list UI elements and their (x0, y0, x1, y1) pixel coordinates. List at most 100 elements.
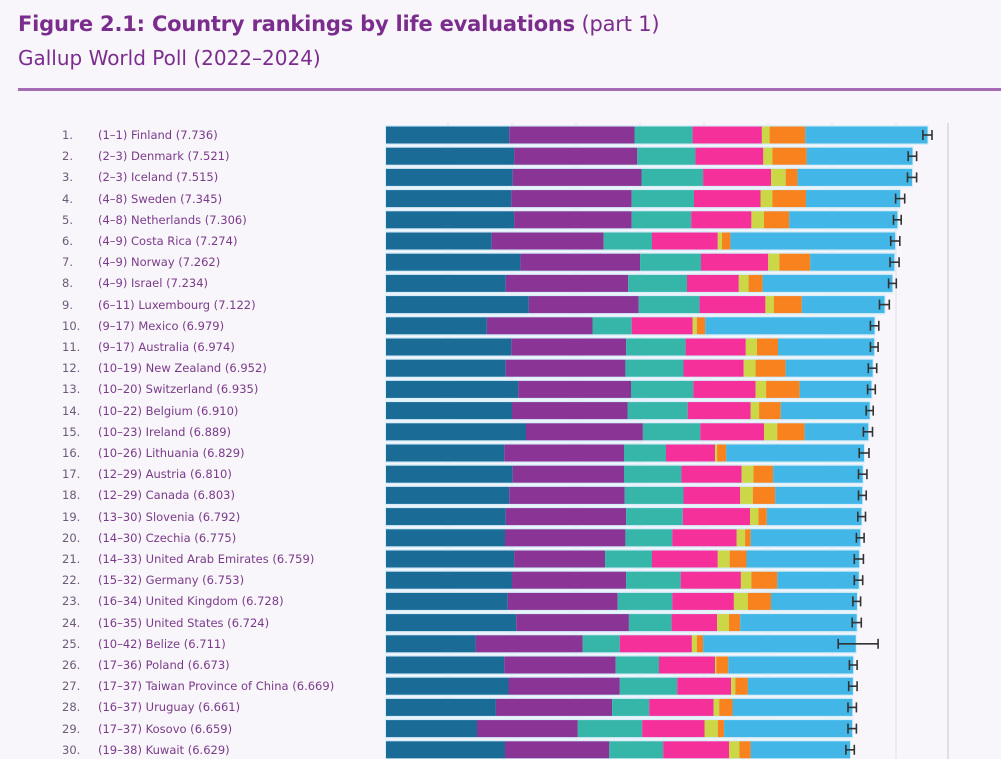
rank-number: 21. (62, 552, 81, 566)
bar-segment-7 (762, 274, 893, 292)
bar-segment-7 (778, 338, 875, 356)
bar-segment-6 (773, 296, 802, 314)
bar-segment-6 (772, 190, 806, 208)
bar-segment-7 (799, 380, 872, 398)
bar-segment-6 (758, 508, 767, 526)
bar-segment-5 (765, 296, 774, 314)
row-label: 14. (10–22) Belgium (6.910) (62, 403, 239, 418)
bar-segment-6 (752, 486, 776, 504)
bar-segment-6 (757, 338, 778, 356)
bar-segment-1 (386, 423, 526, 441)
bar-row-poland (385, 655, 858, 675)
rank-range: (17–37) (98, 679, 142, 694)
row-label: 29. (17–37) Kosovo (6.659) (62, 721, 233, 736)
bar-segment-3 (626, 571, 681, 589)
bar-row-luxembourg (385, 294, 891, 315)
rank-number: 6. (62, 234, 73, 248)
country-name: Ireland (145, 424, 186, 439)
rank-range: (4–8) (98, 212, 128, 227)
bar-segment-2 (504, 444, 624, 462)
error-bar (847, 702, 858, 713)
bar-segment-4 (681, 465, 742, 483)
country-score: 6.669 (296, 679, 330, 694)
bar-segment-1 (386, 380, 519, 398)
country-name: Taiwan Province of China (145, 679, 289, 694)
bar-segment-5 (768, 253, 780, 271)
row-label: 16. (10–26) Lithuania (6.829) (62, 446, 245, 460)
bar-segment-6 (753, 465, 774, 483)
bar-segment-7 (773, 465, 863, 483)
country-score: 6.673 (192, 658, 226, 672)
bar-row-mexico (385, 315, 880, 336)
bar-segment-2 (475, 635, 583, 653)
bar-segment-3 (626, 338, 686, 356)
country-score: 6.952 (229, 361, 263, 376)
rank-number: 7. (62, 255, 73, 270)
bar-row-united-states (385, 612, 863, 633)
bar-segment-3 (631, 190, 694, 208)
bar-segment-1 (386, 338, 512, 356)
bar-segment-5 (717, 232, 722, 250)
bar-segment-2 (495, 698, 613, 716)
error-bar (866, 384, 877, 395)
bar-segment-7 (726, 444, 865, 462)
country-score: 6.792 (202, 509, 236, 524)
bar-segment-5 (741, 465, 754, 483)
bar-segment-1 (386, 402, 512, 420)
error-bar (922, 130, 933, 140)
bar-segment-4 (685, 338, 746, 356)
row-label: 4. (4–8) Sweden (7.345) (62, 191, 223, 206)
row-label: 20. (14–30) Czechia (6.775) (62, 530, 237, 545)
rank-range: (16–34) (98, 594, 142, 609)
bar-segment-5 (717, 614, 729, 632)
rank-number: 1. (62, 128, 73, 142)
error-bar (856, 511, 867, 522)
rank-range: (13–30) (98, 509, 142, 524)
rank-range: (14–33) (98, 552, 142, 566)
bar-segment-3 (625, 529, 673, 547)
bar-segment-5 (745, 338, 757, 356)
bar-segment-1 (386, 296, 529, 314)
bar-segment-7 (789, 211, 898, 229)
bar-segment-1 (386, 550, 515, 568)
bar-segment-4 (687, 402, 751, 420)
row-label: 17. (12–29) Austria (6.810) (62, 467, 232, 482)
bar-row-sweden (385, 188, 906, 209)
bar-segment-7 (810, 253, 895, 271)
bar-row-costa-rica (385, 231, 901, 251)
bar-segment-4 (652, 550, 718, 568)
country-score: 7.521 (192, 149, 225, 164)
bar-segment-1 (386, 359, 506, 377)
bar-segment-1 (386, 508, 506, 526)
error-bar (851, 617, 863, 628)
bar-segment-5 (736, 529, 746, 547)
error-bar (855, 532, 865, 543)
rank-range: (10–42) (98, 636, 142, 651)
bar-row-slovenia (385, 506, 867, 527)
bar-segment-2 (512, 465, 624, 483)
error-bar (887, 278, 898, 289)
bar-segment-3 (577, 720, 643, 738)
bar-segment-4 (652, 232, 718, 250)
bar-segment-6 (769, 126, 806, 144)
bar-segment-4 (687, 274, 739, 292)
bar-segment-7 (775, 486, 863, 504)
bar-row-austria (385, 464, 868, 485)
rank-number: 16. (62, 446, 81, 460)
rank-number: 10. (62, 318, 81, 333)
bar-segment-2 (477, 720, 578, 738)
bar-segment-2 (505, 274, 629, 292)
bar-segment-7 (703, 635, 856, 653)
bar-segment-3 (631, 211, 692, 229)
error-bar (852, 596, 862, 607)
error-bar (837, 638, 879, 649)
bar-segment-2 (512, 571, 627, 589)
rank-number: 29. (62, 721, 81, 736)
bar-segment-5 (751, 211, 764, 229)
country-name: Finland (131, 128, 173, 142)
country-name: Kuwait (145, 742, 185, 757)
error-bar (892, 214, 903, 225)
bar-segment-4 (642, 720, 705, 738)
bar-segment-7 (771, 592, 857, 610)
